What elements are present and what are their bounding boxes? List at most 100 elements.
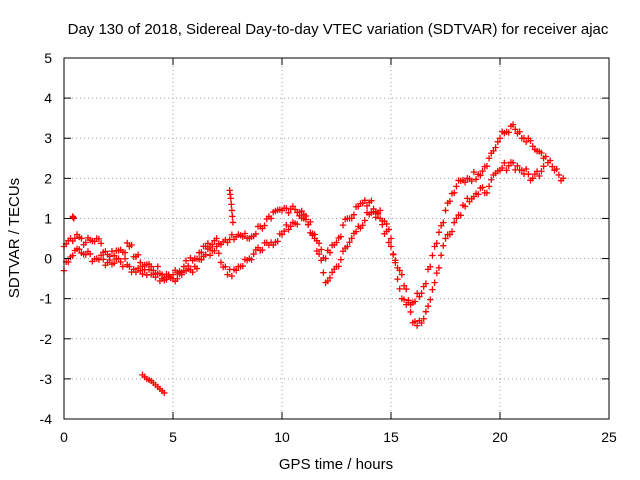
data-point-lower-band	[488, 176, 495, 183]
data-point-main-band	[522, 138, 530, 146]
data-point-lower-band	[145, 266, 153, 273]
data-point-lower-band	[215, 250, 222, 257]
data-point-main-band	[267, 215, 275, 222]
data-point-lower-band	[328, 269, 336, 276]
data-point-lower-band	[239, 262, 246, 270]
data-point-main-band	[429, 252, 436, 259]
data-point-main-band	[337, 233, 345, 240]
data-point-isolated-high	[228, 207, 236, 214]
data-point-lower-band	[217, 259, 225, 266]
chart-title: Day 130 of 2018, Sidereal Day-to-day VTE…	[68, 21, 609, 38]
data-point-lower-band	[202, 251, 209, 258]
data-point-main-band	[124, 239, 131, 247]
data-point-lower-band	[424, 302, 432, 310]
data-point-lower-band	[348, 235, 355, 242]
data-point-lower-band	[540, 163, 547, 170]
data-point-main-band	[494, 138, 502, 146]
data-point-lower-band	[278, 231, 286, 238]
data-point-lower-band	[283, 221, 290, 229]
data-point-lower-band	[405, 297, 412, 304]
data-point-lower-band	[457, 212, 464, 219]
data-point-lower-band	[525, 170, 532, 178]
data-point-lower-band	[505, 162, 512, 170]
data-point-main-band	[509, 121, 517, 128]
data-point-lower-band	[392, 257, 399, 264]
data-point-main-band	[560, 175, 567, 182]
data-point-lower-band	[206, 252, 214, 259]
data-point-main-band	[339, 221, 347, 229]
axis-ticks	[63, 57, 610, 420]
data-point-lower-band	[475, 191, 482, 198]
data-point-main-band	[483, 163, 491, 170]
data-point-main-band	[213, 235, 220, 242]
data-point-main-band	[400, 296, 408, 303]
data-point-lower-band	[431, 279, 438, 286]
y-axis-label: SDTVAR / TECUs	[6, 178, 23, 298]
data-point-main-band	[209, 241, 216, 248]
data-point-isolated-high	[229, 213, 236, 220]
data-point-lower-band	[389, 251, 397, 258]
data-point-lower-band	[433, 269, 440, 277]
y-tick-label: -1	[40, 291, 53, 307]
data-point-lower-band	[106, 256, 113, 264]
data-point-lower-band	[65, 258, 72, 266]
data-point-isolated-high	[70, 215, 78, 222]
data-point-main-band	[285, 209, 292, 216]
data-point-lower-band	[100, 256, 107, 263]
data-point-main-band	[368, 197, 375, 204]
data-point-lower-band	[69, 252, 76, 259]
data-point-main-band	[241, 230, 249, 237]
data-point-lower-band	[522, 165, 530, 173]
data-point-lower-band	[132, 268, 140, 276]
data-point-lower-band	[315, 250, 323, 258]
data-point-lower-band	[139, 270, 146, 278]
data-point-main-band	[228, 231, 236, 238]
data-point-main-band	[252, 230, 260, 238]
data-point-lower-band	[154, 270, 161, 277]
data-point-main-band	[538, 149, 545, 157]
x-tick-label: 15	[383, 429, 399, 445]
data-point-main-band	[527, 137, 534, 144]
data-point-main-band	[472, 176, 480, 183]
data-point-lower-band	[437, 252, 445, 259]
plot-frame	[63, 57, 610, 420]
data-point-main-band	[505, 129, 512, 136]
data-point-lower-band	[396, 267, 403, 274]
data-point-lower-band	[76, 246, 83, 253]
data-point-lower-band	[514, 162, 521, 169]
data-point-lower-band	[379, 221, 386, 228]
data-point-lower-band	[485, 183, 493, 190]
data-point-main-band	[549, 163, 556, 170]
data-point-lower-band	[451, 219, 458, 226]
data-point-main-band	[387, 235, 395, 242]
y-tick-label: -3	[40, 371, 53, 387]
data-point-lower-band	[213, 243, 220, 250]
data-point-lower-band	[442, 235, 449, 242]
data-point-lower-band	[383, 228, 390, 235]
data-point-main-band	[479, 167, 486, 175]
data-point-lower-band	[250, 250, 257, 258]
data-point-lower-band	[287, 223, 294, 230]
data-point-lower-band	[311, 235, 318, 242]
data-point-main-band	[431, 243, 438, 250]
data-point-main-band	[154, 263, 161, 270]
x-axis-label: GPS time / hours	[279, 456, 393, 473]
data-point-main-band	[348, 215, 355, 222]
data-point-lower-band	[422, 308, 430, 315]
data-point-lower-band	[320, 269, 327, 276]
data-point-lower-band	[407, 308, 414, 316]
data-point-lower-band	[228, 272, 236, 280]
data-point-isolated-high	[227, 195, 234, 202]
data-point-main-band	[396, 285, 403, 293]
data-point-lower-band	[361, 217, 369, 224]
data-point-main-band	[198, 249, 205, 256]
data-point-main-band	[442, 207, 449, 214]
data-point-lower-band	[165, 271, 172, 278]
data-point-main-band	[376, 207, 384, 214]
data-point-lower-band	[418, 319, 425, 327]
data-point-lower-band	[518, 167, 525, 174]
data-point-main-band	[204, 240, 212, 247]
data-point-main-band	[453, 183, 460, 190]
data-point-main-band	[298, 207, 305, 215]
